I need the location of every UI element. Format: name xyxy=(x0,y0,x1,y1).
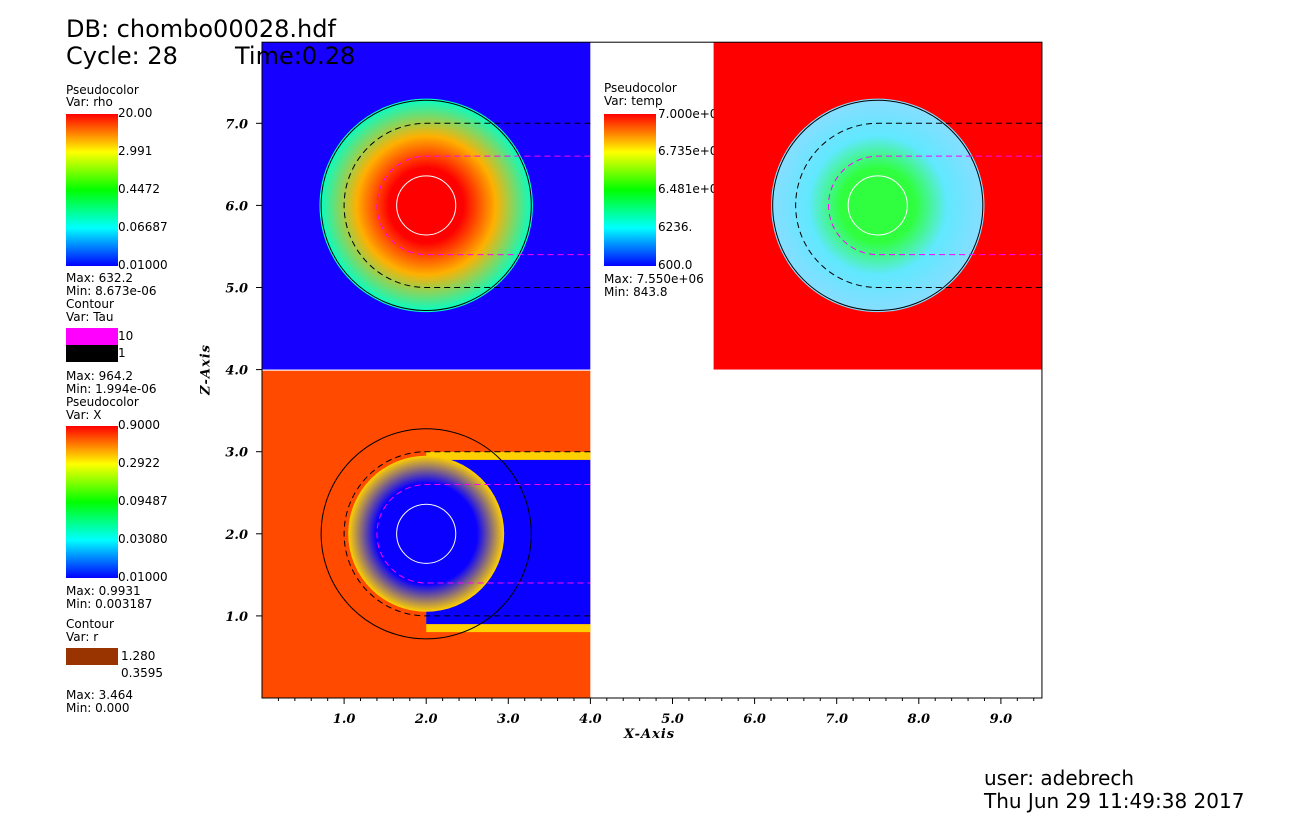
x-tick-label: 5.0 xyxy=(661,712,684,727)
legend-temp-tick: 6.735e+05 xyxy=(658,144,726,158)
legend-rho-tick: 2.991 xyxy=(118,144,153,158)
legend-x-title: Pseudocolor xyxy=(66,395,139,409)
x-tick-label: 8.0 xyxy=(907,712,930,727)
contour-Tau-line xyxy=(343,451,591,617)
legend-r-swatch xyxy=(66,648,118,665)
legend-r-level: 0.3595 xyxy=(121,666,163,680)
legend-rho-min: Min: 8.673e-06 xyxy=(66,284,157,298)
legend-r-max: Max: 3.464 xyxy=(66,688,134,702)
legend-x-var: Var: X xyxy=(66,408,102,422)
legend-rho-tick: 20.00 xyxy=(118,106,153,120)
legend-tau-max: Max: 964.2 xyxy=(66,369,134,383)
panel-blob xyxy=(348,455,505,612)
legend-tau-var: Var: Tau xyxy=(66,310,114,324)
cycle-label: Cycle: 28 xyxy=(66,42,178,70)
legend-x-colorbar xyxy=(66,426,118,578)
x-axis-label: X-Axis xyxy=(624,727,676,742)
legend-x-max: Max: 0.9931 xyxy=(66,584,141,598)
x-tick-label: 1.0 xyxy=(333,712,356,727)
legend-r-title: Contour xyxy=(66,617,114,631)
contour-Tau-line xyxy=(376,155,591,256)
x-tick-label: 9.0 xyxy=(990,712,1013,727)
legend-temp-tick: 7.000e+06 xyxy=(658,107,726,121)
contour-r-line xyxy=(320,99,532,311)
legend-tau-swatch xyxy=(66,345,118,362)
legend-temp-min: Min: 843.8 xyxy=(604,285,668,299)
y-tick-label: 4.0 xyxy=(225,364,248,379)
contour-Tau-line xyxy=(828,155,1042,256)
legend-tau-level: 1 xyxy=(118,346,126,360)
legend-r-level: 1.280 xyxy=(121,649,156,663)
database-name: DB: chombo00028.hdf xyxy=(66,15,336,43)
legend-x-tick: 0.9000 xyxy=(118,418,160,432)
legend-rho-colorbar xyxy=(66,114,118,266)
legend-tau-swatch xyxy=(66,328,118,345)
legend-x-min: Min: 0.003187 xyxy=(66,597,153,611)
contour-Tau-line xyxy=(343,122,591,288)
contour-r-line xyxy=(320,428,532,640)
x-tick-label: 6.0 xyxy=(743,712,766,727)
legend-rho-var: Var: rho xyxy=(66,95,113,109)
y-tick-label: 6.0 xyxy=(225,199,248,214)
legend-rho-tick: 0.01000 xyxy=(118,258,168,272)
y-tick-label: 1.0 xyxy=(225,610,248,625)
legend-tau-level: 10 xyxy=(118,329,134,343)
user-label: user: adebrech xyxy=(984,766,1135,790)
timestamp-label: Thu Jun 29 11:49:38 2017 xyxy=(984,789,1245,813)
x-tick-label: 7.0 xyxy=(825,712,848,727)
y-axis-label: Z-Axis xyxy=(198,344,214,395)
x-tick-label: 3.0 xyxy=(497,712,520,727)
legend-temp-max: Max: 7.550e+06 xyxy=(604,272,704,286)
legend-x-tick: 0.01000 xyxy=(118,570,168,584)
legend-temp-var: Var: temp xyxy=(604,94,663,108)
legend-temp-tick: 6236. xyxy=(658,220,693,234)
legend-temp-title: Pseudocolor xyxy=(604,81,677,95)
legend-tau-min: Min: 1.994e-06 xyxy=(66,382,157,396)
legend-temp-tick: 6.481e+04 xyxy=(658,182,726,196)
panel-rho xyxy=(262,42,591,370)
legend-rho-title: Pseudocolor xyxy=(66,83,139,97)
panel-blob xyxy=(319,98,533,313)
x-tick-label: 4.0 xyxy=(579,712,602,727)
contour-r-line xyxy=(847,175,908,236)
contour-Tau-line xyxy=(376,484,591,584)
panel-temp xyxy=(713,42,1042,370)
contour-r-line xyxy=(772,99,984,311)
panel-X xyxy=(262,370,591,698)
y-tick-label: 7.0 xyxy=(225,117,248,132)
legend-temp-tick: 600.0 xyxy=(658,258,693,272)
contour-r-line xyxy=(396,503,457,564)
legend-tau-title: Contour xyxy=(66,297,114,311)
legend-r-var: Var: r xyxy=(66,630,99,644)
legend-x-tick: 0.2922 xyxy=(118,456,160,470)
legend-rho-max: Max: 632.2 xyxy=(66,271,134,285)
contour-Tau-line xyxy=(795,122,1042,288)
legend-r-min: Min: 0.000 xyxy=(66,701,130,715)
x-tick-label: 2.0 xyxy=(414,712,438,727)
legend-rho-tick: 0.06687 xyxy=(118,220,168,234)
legend-x-tick: 0.09487 xyxy=(118,494,168,508)
y-tick-label: 2.0 xyxy=(224,528,248,543)
time-label: Time:0.28 xyxy=(235,42,356,70)
y-tick-label: 5.0 xyxy=(225,282,248,297)
legend-rho-tick: 0.4472 xyxy=(118,182,160,196)
legend-x-tick: 0.03080 xyxy=(118,532,168,546)
contour-r-line xyxy=(396,175,457,236)
y-tick-label: 3.0 xyxy=(225,446,248,461)
panel-blob xyxy=(771,98,985,313)
legend-temp-colorbar xyxy=(604,114,656,266)
